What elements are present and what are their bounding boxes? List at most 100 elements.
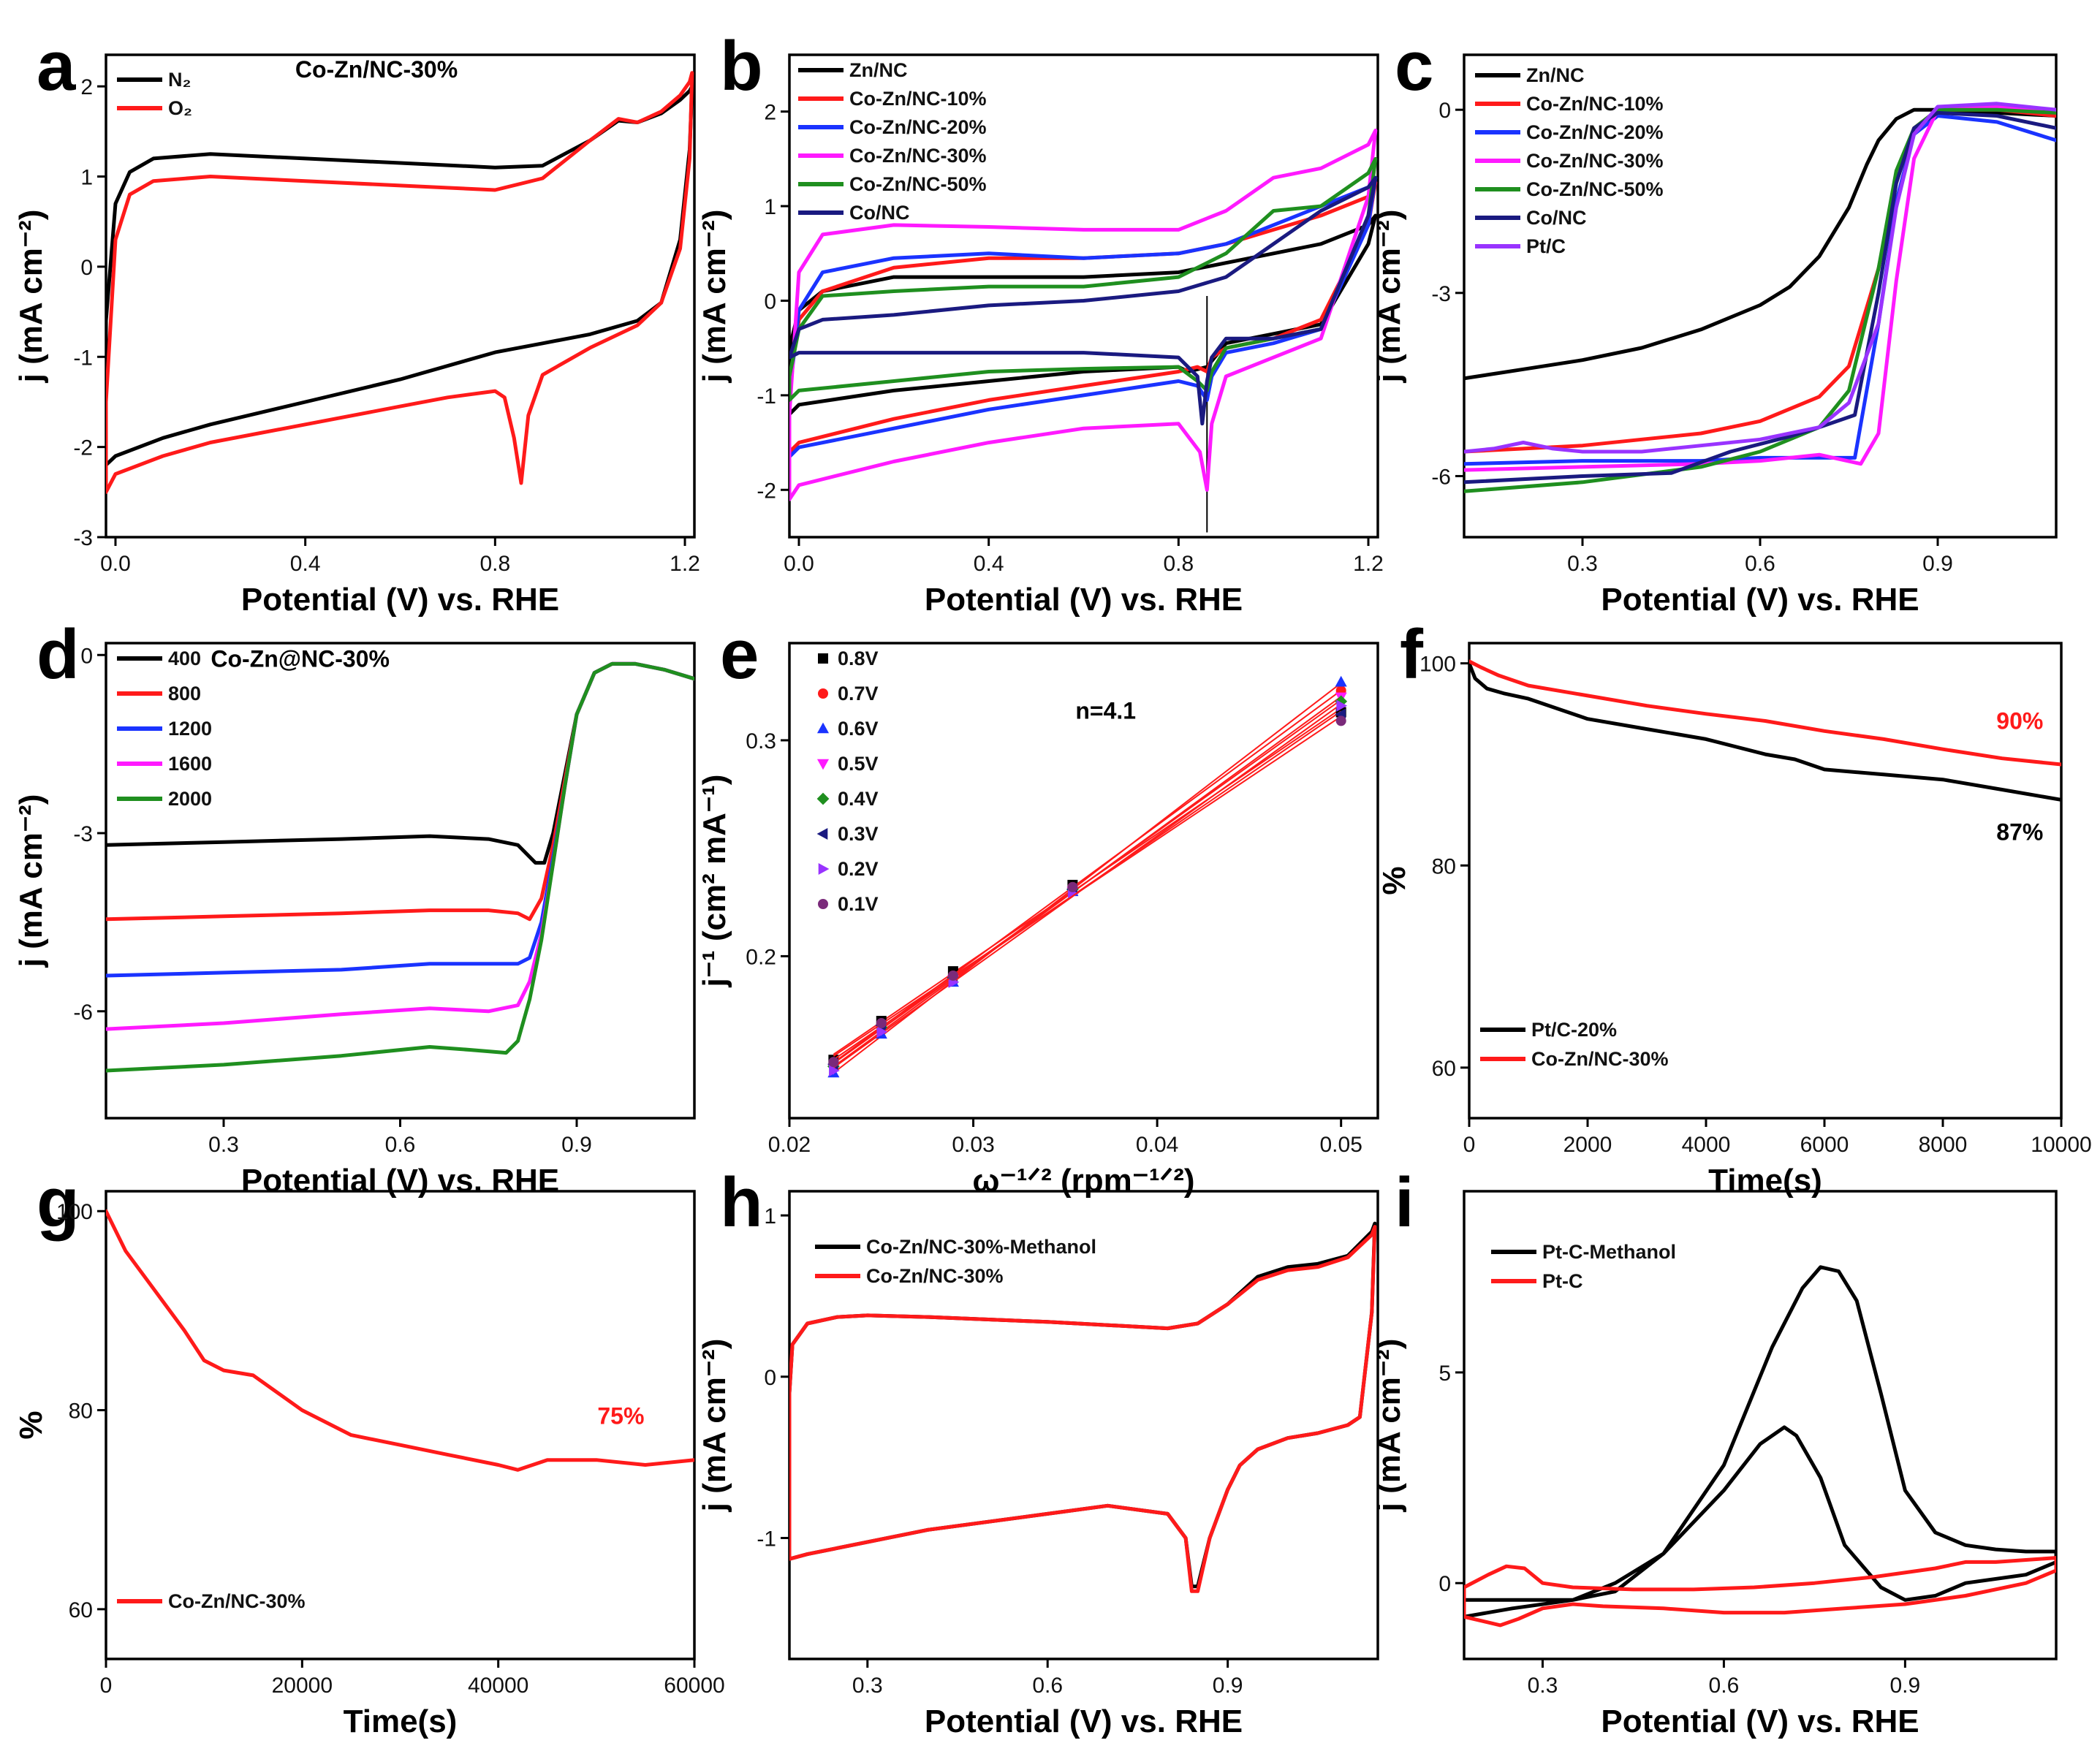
legend-label: 0.5V: [838, 753, 879, 775]
x-tick-label: 0.6: [1745, 552, 1775, 576]
legend-label: 2000: [168, 788, 212, 810]
y-tick-label: 2: [80, 75, 93, 99]
x-tick-label: 20000: [272, 1674, 333, 1698]
fit-line: [833, 699, 1342, 1064]
plot-frame: [105, 642, 696, 1120]
panel-h: h 0.3 0.6 0.9 -1 0 1 Potential (V) vs. RHE j (mA…: [697, 1163, 1379, 1739]
legend-marker: [816, 792, 830, 805]
data-point: [1335, 715, 1346, 726]
y-tick-label: 0: [80, 644, 93, 668]
x-axis-label: Time(s): [344, 1704, 458, 1739]
fit-line: [833, 682, 1342, 1074]
series-line: [1469, 659, 2061, 767]
data-point: [947, 971, 958, 981]
x-tick-label: 0.04: [1136, 1133, 1178, 1157]
annotation: Co-Zn/NC-30%: [295, 56, 458, 83]
plot-frame: [788, 53, 1379, 539]
legend-label: 400: [168, 648, 201, 669]
panel-e: e 0.02 0.03 0.04 0.05 0.2 0.3 ω⁻¹ᐟ² (rpm⁻¹ᐟ²) j⁻…: [697, 615, 1379, 1199]
y-tick-label: -1: [757, 1527, 776, 1551]
y-axis-label: %: [13, 1410, 49, 1439]
y-tick-label: 1: [764, 1204, 776, 1229]
series-line: [106, 1209, 694, 1472]
legend: Co-Zn/NC-30%-Methanol Co-Zn/NC-30%: [815, 1236, 1096, 1287]
legend-label: 0.2V: [838, 858, 879, 880]
legend-label: Co-Zn/NC-50%: [1526, 178, 1664, 200]
y-axis-label: j⁻¹ (cm² mA⁻¹): [697, 775, 732, 988]
plot-frame: [105, 1190, 696, 1660]
data-point: [1336, 699, 1348, 712]
legend: Zn/NC Co-Zn/NC-10% Co-Zn/NC-20% Co-Zn/NC-30…: [798, 59, 987, 224]
legend-label: Co-Zn/NC-10%: [849, 88, 987, 110]
x-tick-label: 1.2: [670, 552, 700, 576]
y-tick-label: -2: [73, 436, 93, 460]
y-tick-label: 0: [80, 256, 93, 280]
x-tick-label: 0.6: [1032, 1674, 1063, 1698]
x-tick-label: 0.02: [768, 1133, 811, 1157]
y-tick-label: 0: [1438, 1572, 1451, 1596]
legend-label: 0.6V: [838, 718, 879, 740]
panel-letter: g: [37, 1163, 80, 1242]
data-point: [829, 1064, 840, 1077]
x-axis-label: Potential (V) vs. RHE: [241, 582, 559, 618]
panel-f: f 0 2000 4000 6000 8000 10000 60 80 100 Time(s)% 90…: [1376, 615, 2092, 1199]
panel-letter: h: [720, 1163, 763, 1242]
x-tick-label: 40000: [468, 1674, 528, 1698]
legend-label: 0.3V: [838, 823, 879, 845]
y-tick-label: 0.3: [746, 729, 776, 753]
panel-i: i 0.3 0.6 0.9 0 5 Potential (V) vs. RHE j (mA c…: [1371, 1163, 2058, 1739]
legend: 0.8V 0.7V 0.6V 0.5V 0.4V 0.3V 0.2V 0.1V: [816, 648, 879, 915]
x-axis-label: Potential (V) vs. RHE: [241, 1163, 559, 1199]
legend-label: 1200: [168, 718, 212, 740]
y-tick-label: 5: [1438, 1362, 1451, 1386]
series-line: [1469, 661, 2061, 802]
x-tick-label: 1.2: [1353, 552, 1384, 576]
y-tick-label: 100: [1419, 653, 1456, 677]
y-tick-label: -1: [73, 346, 93, 370]
y-tick-label: -6: [73, 1000, 93, 1025]
legend-label: Co-Zn/NC-30%: [866, 1265, 1004, 1287]
legend-label: Co-Zn/NC-20%: [849, 116, 987, 138]
plot-frame: [105, 53, 696, 539]
legend: Zn/NC Co-Zn/NC-10% Co-Zn/NC-20% Co-Zn/NC-30…: [1475, 64, 1664, 257]
y-axis-label: j (mA cm⁻²): [1371, 210, 1407, 384]
series-line: [1464, 1556, 2056, 1628]
x-tick-label: 60000: [664, 1674, 724, 1698]
x-axis-label: Potential (V) vs. RHE: [1601, 582, 1919, 618]
annotation: 87%: [1996, 819, 2043, 846]
plot-area: [1464, 102, 2056, 493]
y-tick-label: -2: [757, 479, 776, 503]
x-tick-label: 0.6: [385, 1133, 416, 1157]
x-axis-label: Potential (V) vs. RHE: [925, 582, 1243, 618]
x-tick-label: 0.9: [1213, 1674, 1243, 1698]
legend-label: Pt-C: [1542, 1270, 1583, 1292]
series-line: [1464, 1265, 2056, 1619]
legend-label: Co-Zn/NC-30%-Methanol: [866, 1236, 1096, 1258]
legend-label: Co-Zn/NC-10%: [1526, 93, 1664, 115]
panel-letter: i: [1395, 1163, 1414, 1242]
legend-marker: [818, 688, 828, 699]
legend: 400 800 1200 1600 2000: [117, 648, 212, 810]
x-axis-label: Time(s): [1708, 1163, 1822, 1199]
x-tick-label: 0.9: [1922, 552, 1953, 576]
legend-label: 0.1V: [838, 893, 879, 915]
data-point: [876, 1018, 887, 1028]
x-tick-label: 0.3: [1528, 1674, 1558, 1698]
panel-c: c 0.3 0.6 0.9 -6 -3 0 Potential (V) vs. RHE j (m…: [1371, 27, 2058, 618]
y-tick-label: 1: [764, 195, 776, 219]
y-axis-label: j (mA cm⁻²): [13, 210, 49, 384]
x-tick-label: 0.6: [1709, 1674, 1740, 1698]
legend-label: Co-Zn/NC-30%: [1526, 150, 1664, 172]
plot-area: [827, 675, 1348, 1078]
legend-label: 0.4V: [838, 788, 879, 810]
legend-label: Co-Zn/NC-30%: [849, 145, 987, 167]
y-axis-label: j (mA cm⁻²): [697, 1339, 732, 1513]
legend-label: Pt-C-Methanol: [1542, 1241, 1676, 1263]
annotation: 75%: [597, 1403, 644, 1429]
x-tick-label: 0.3: [852, 1674, 883, 1698]
x-tick-label: 0.05: [1319, 1133, 1362, 1157]
legend: N₂ O₂: [117, 69, 192, 119]
legend-label: Co-Zn/NC-30%: [1531, 1048, 1669, 1070]
legend-marker: [818, 899, 828, 909]
y-axis-label: j (mA cm⁻²): [1371, 1339, 1407, 1513]
